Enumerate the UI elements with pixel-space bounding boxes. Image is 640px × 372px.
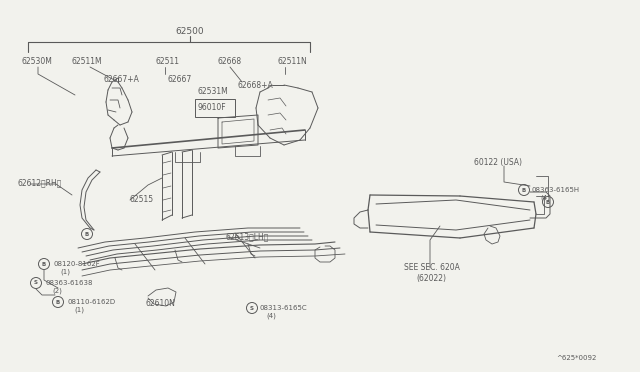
Text: (1): (1) [74, 307, 84, 313]
Text: ^625*0092: ^625*0092 [556, 355, 596, 361]
Text: 62531M: 62531M [198, 87, 228, 96]
Text: 60122 (USA): 60122 (USA) [474, 157, 522, 167]
Text: 62612〈RH〉: 62612〈RH〉 [18, 179, 62, 187]
Text: (62022): (62022) [416, 273, 446, 282]
Text: B: B [42, 262, 46, 266]
Text: 62530M: 62530M [22, 58, 53, 67]
Text: 62668: 62668 [218, 58, 242, 67]
Text: (4): (4) [540, 195, 550, 201]
Text: 08363-61638: 08363-61638 [46, 280, 93, 286]
Text: 08363-6165H: 08363-6165H [532, 187, 580, 193]
Text: SEE SEC. 620A: SEE SEC. 620A [404, 263, 460, 273]
Text: 62668+A: 62668+A [238, 81, 274, 90]
Text: 62515: 62515 [130, 196, 154, 205]
Text: 08110-6162D: 08110-6162D [68, 299, 116, 305]
Text: (4): (4) [266, 313, 276, 319]
Text: S: S [250, 305, 254, 311]
Text: (1): (1) [60, 269, 70, 275]
Text: 62511: 62511 [155, 58, 179, 67]
Text: (2): (2) [52, 288, 62, 294]
FancyBboxPatch shape [195, 99, 235, 117]
Text: B: B [546, 199, 550, 205]
Text: S: S [34, 280, 38, 285]
Text: B: B [56, 299, 60, 305]
Text: 62500: 62500 [175, 26, 204, 35]
Text: B: B [85, 231, 89, 237]
Text: 62511N: 62511N [278, 58, 308, 67]
Text: 62511M: 62511M [72, 58, 102, 67]
Text: 08313-6165C: 08313-6165C [260, 305, 308, 311]
Text: 62613〈LH〉: 62613〈LH〉 [226, 232, 269, 241]
Text: B: B [522, 187, 526, 192]
Text: 62667: 62667 [168, 76, 192, 84]
Text: 62610N: 62610N [146, 299, 176, 308]
Text: 62667+A: 62667+A [104, 76, 140, 84]
Text: 96010F: 96010F [198, 103, 227, 112]
Text: 08120-8162F: 08120-8162F [54, 261, 100, 267]
